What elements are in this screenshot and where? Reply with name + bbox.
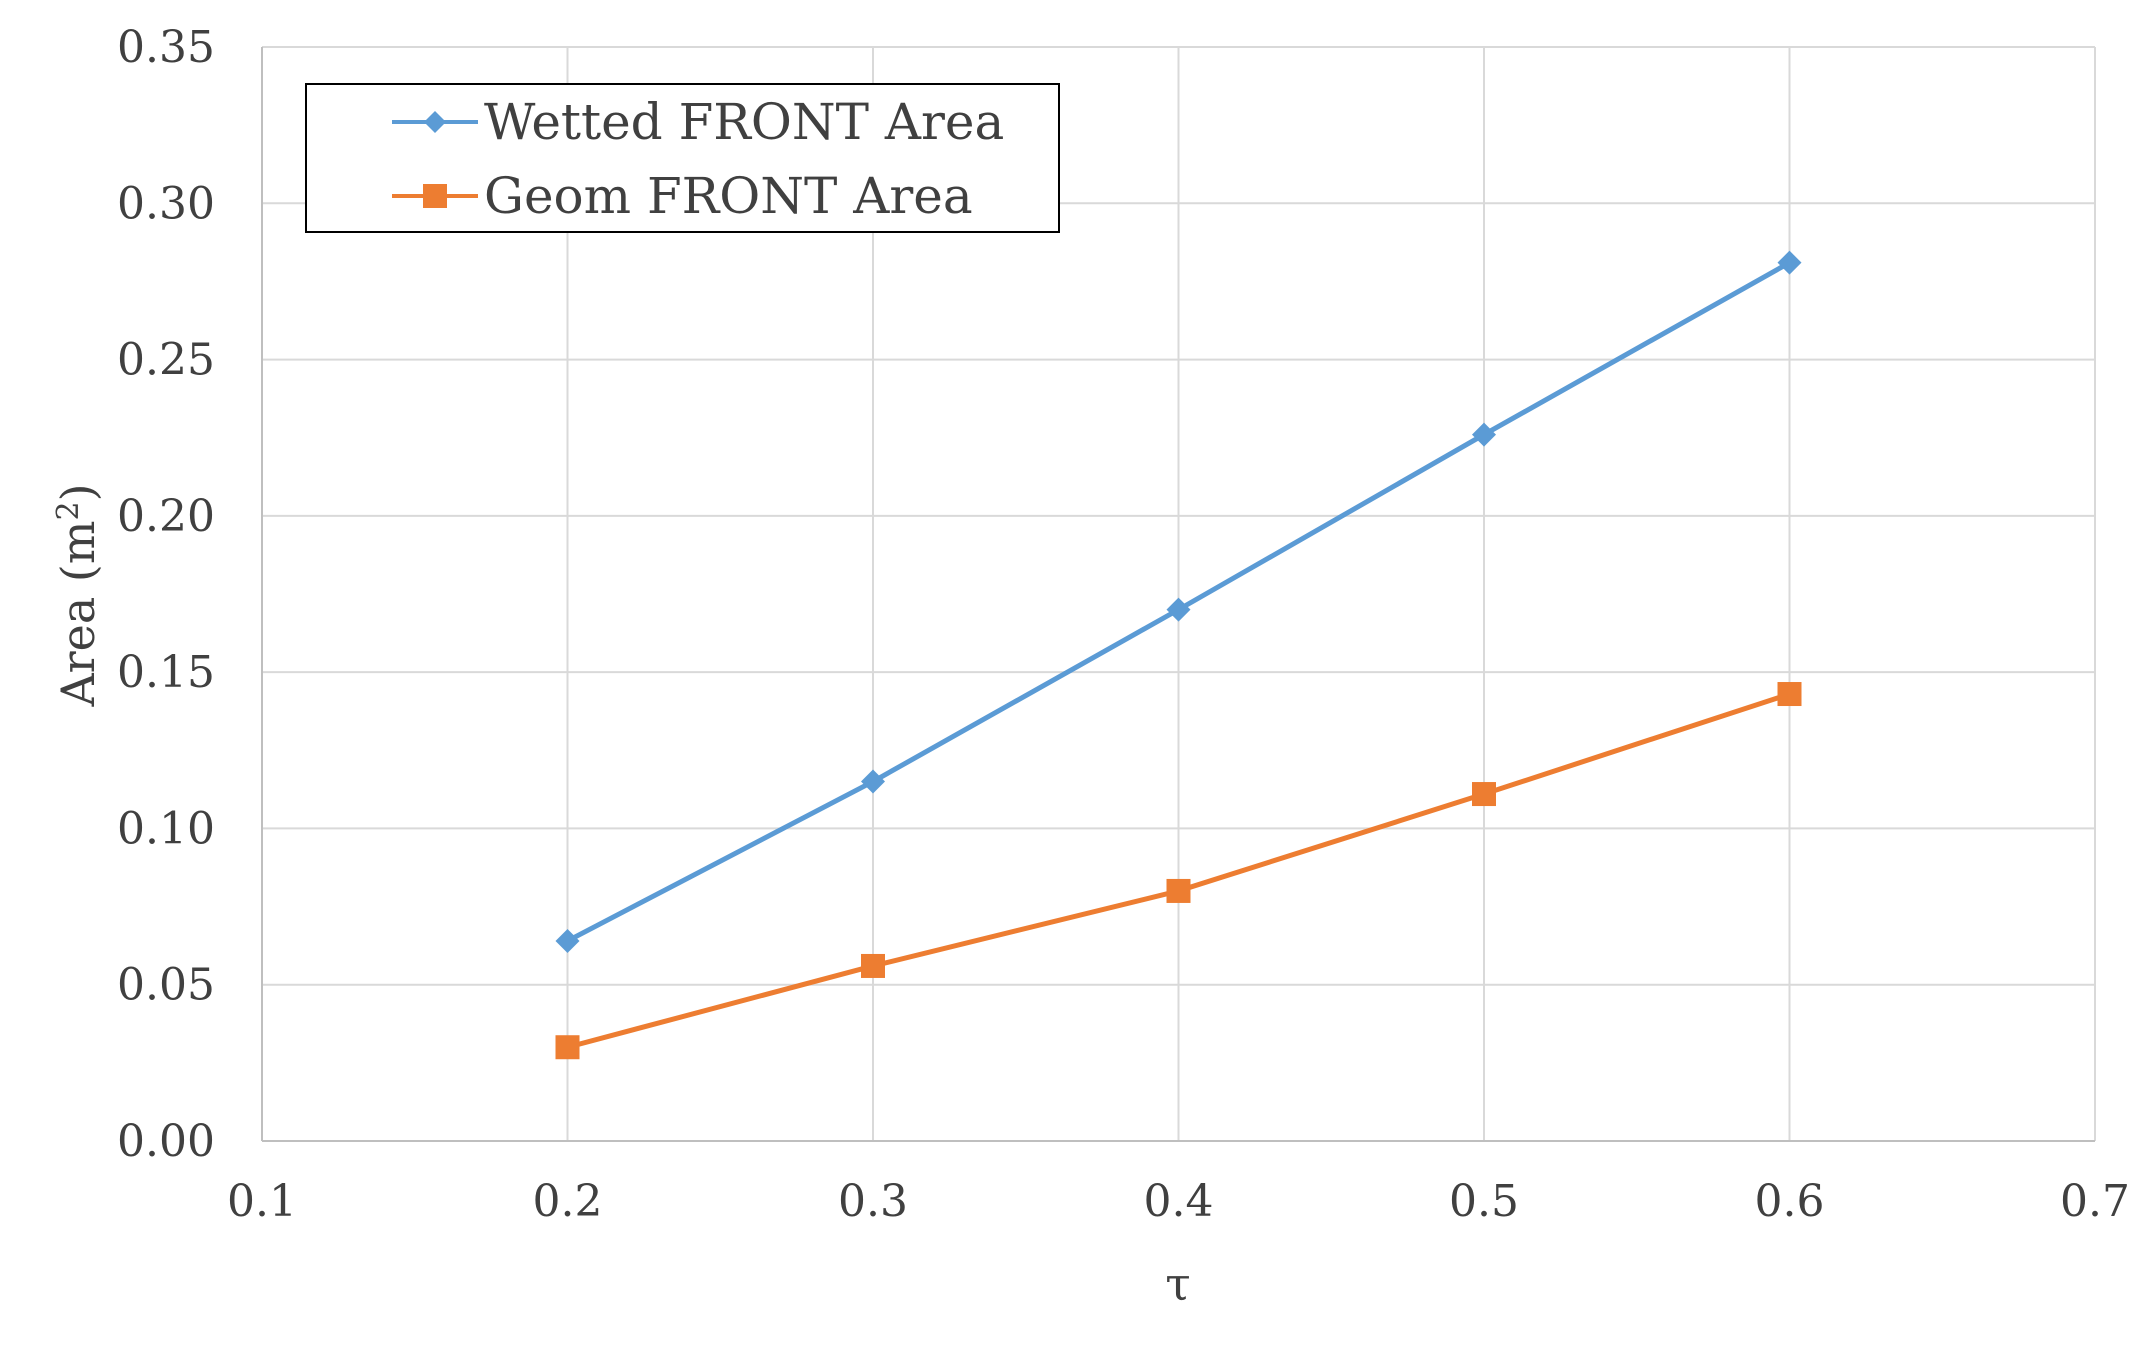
y-tick-labels: 0.00 0.05 0.10 0.15 0.20 0.25 0.30 0.35 <box>117 22 215 1167</box>
legend-square-icon <box>423 184 447 208</box>
data-point-diamond <box>861 769 885 794</box>
y-tick-label: 0.35 <box>117 22 215 73</box>
series-layer <box>555 250 1802 1060</box>
data-point-diamond <box>555 928 580 953</box>
data-point-square <box>1166 878 1191 903</box>
data-point-diamond <box>1166 597 1191 622</box>
y-tick-label: 0.00 <box>117 1116 215 1167</box>
data-point-square <box>1777 682 1802 707</box>
x-tick-labels: 0.1 0.2 0.3 0.4 0.5 0.6 0.7 <box>227 1176 2130 1227</box>
x-tick-label: 0.6 <box>1755 1176 1825 1227</box>
legend-label-wetted: Wetted FRONT Area <box>484 93 1004 151</box>
data-point-diamond <box>1777 250 1802 275</box>
x-tick-label: 0.5 <box>1449 1176 1519 1227</box>
y-tick-label: 0.10 <box>117 803 215 854</box>
y-tick-label: 0.20 <box>117 491 215 542</box>
legend-item-geom: Geom FRONT Area <box>392 167 973 225</box>
x-tick-label: 0.4 <box>1144 1176 1214 1227</box>
y-axis-title: Area (m2) <box>51 483 105 707</box>
legend-label-geom: Geom FRONT Area <box>484 167 973 225</box>
y-tick-label: 0.30 <box>117 178 215 229</box>
x-axis-title: τ <box>1165 1257 1190 1311</box>
x-tick-label: 0.2 <box>533 1176 603 1227</box>
y-tick-label: 0.05 <box>117 960 215 1011</box>
data-point-diamond <box>1472 422 1496 447</box>
legend: Wetted FRONT Area Geom FRONT Area <box>305 83 1060 233</box>
series-wetted-front-area <box>555 250 1802 953</box>
y-tick-label: 0.15 <box>117 647 215 698</box>
data-point-square <box>1472 782 1496 807</box>
x-tick-label: 0.1 <box>227 1176 297 1227</box>
x-tick-label: 0.7 <box>2060 1176 2130 1227</box>
data-point-square <box>861 953 885 978</box>
x-tick-label: 0.3 <box>838 1176 908 1227</box>
y-tick-label: 0.25 <box>117 335 215 386</box>
legend-item-wetted: Wetted FRONT Area <box>392 93 1004 151</box>
y-axis-title-end: ) <box>51 483 105 501</box>
data-point-square <box>555 1035 580 1060</box>
y-axis-title-main: Area (m <box>51 521 105 708</box>
axes <box>261 47 2095 1142</box>
series-geom-front-area <box>555 682 1802 1060</box>
legend-diamond-icon <box>424 111 446 133</box>
y-axis-title-superscript: 2 <box>51 501 86 520</box>
